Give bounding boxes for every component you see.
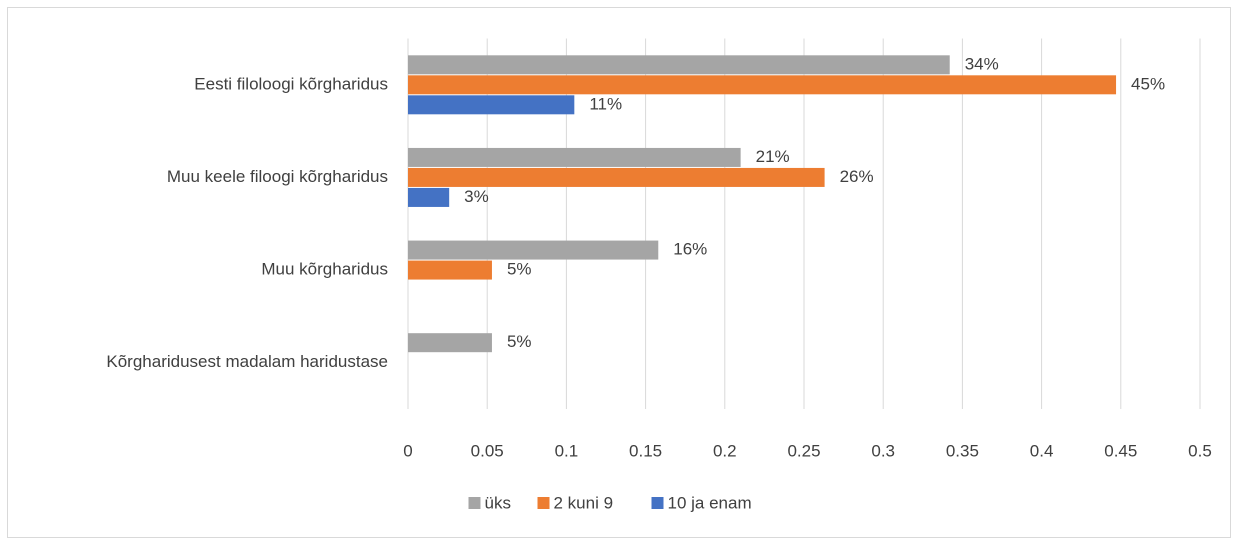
bar (408, 260, 492, 280)
data-label: 21% (756, 147, 790, 166)
x-tick-label: 0.25 (787, 441, 820, 460)
data-label: 5% (507, 332, 532, 351)
bar (408, 187, 450, 207)
x-tick-label: 0.5 (1188, 441, 1212, 460)
data-label: 16% (673, 240, 707, 259)
legend-label: 2 kuni 9 (554, 493, 614, 512)
data-label: 26% (840, 167, 874, 186)
x-tick-label: 0.15 (629, 441, 662, 460)
chart-frame (7, 7, 1231, 538)
x-tick-label: 0.2 (713, 441, 737, 460)
y-tick-label: Kõrgharidusest madalam haridustase (106, 352, 388, 371)
y-tick-label: Muu kõrgharidus (261, 260, 388, 279)
x-tick-label: 0.4 (1030, 441, 1054, 460)
bar (408, 333, 492, 353)
legend-label: üks (485, 493, 511, 512)
x-tick-label: 0.3 (871, 441, 895, 460)
x-tick-label: 0.35 (946, 441, 979, 460)
x-tick-label: 0 (403, 441, 412, 460)
data-label: 3% (464, 187, 489, 206)
legend-swatch (651, 497, 664, 509)
data-label: 45% (1131, 74, 1165, 93)
x-tick-label: 0.1 (555, 441, 579, 460)
data-label: 5% (507, 260, 532, 279)
bar (408, 55, 950, 75)
data-label: 11% (589, 94, 622, 113)
x-tick-label: 0.05 (471, 441, 504, 460)
legend-swatch (537, 497, 550, 509)
legend-label: 10 ja enam (668, 493, 752, 512)
y-tick-label: Muu keele filoogi kõrgharidus (167, 167, 388, 186)
bar (408, 75, 1117, 95)
bar (408, 95, 575, 115)
bar (408, 147, 741, 167)
bar (408, 167, 825, 187)
x-tick-label: 0.45 (1104, 441, 1137, 460)
y-tick-label: Eesti filoloogi kõrgharidus (194, 74, 388, 93)
legend-swatch (468, 497, 481, 509)
bar (408, 240, 659, 260)
data-label: 34% (965, 54, 999, 73)
